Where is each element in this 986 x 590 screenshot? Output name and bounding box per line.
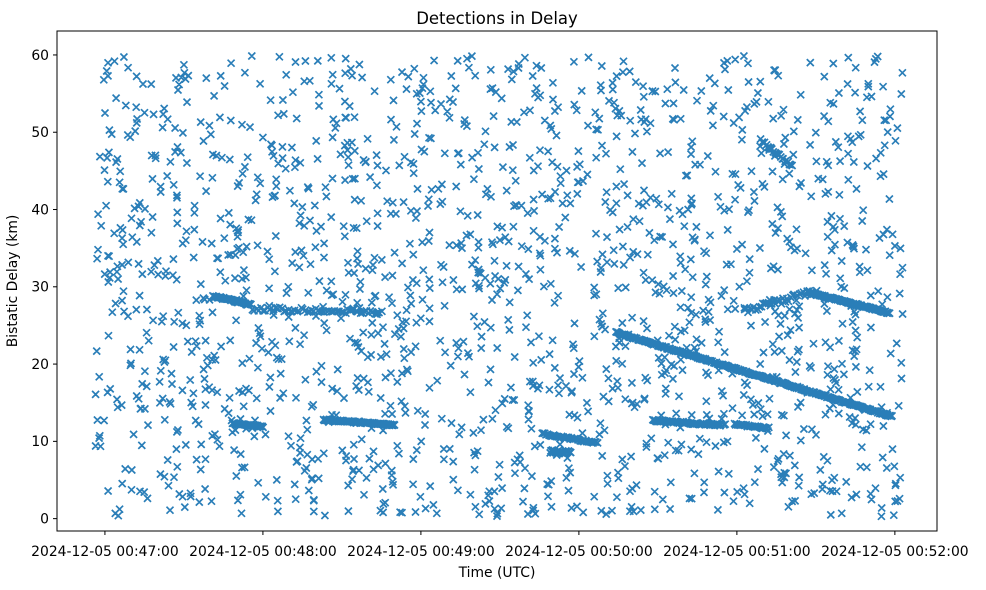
y-tick-label: 40 xyxy=(31,202,49,218)
scatter-markers xyxy=(91,51,907,521)
y-tick-label: 60 xyxy=(31,48,49,64)
y-axis-label: Bistatic Delay (km) xyxy=(5,215,21,348)
x-axis-label: Time (UTC) xyxy=(458,565,536,581)
x-tick-label: 2024-12-05 00:51:00 xyxy=(663,544,811,560)
y-tick-label: 50 xyxy=(31,125,49,141)
x-tick-label: 2024-12-05 00:50:00 xyxy=(505,544,653,560)
y-tick-label: 20 xyxy=(31,357,49,373)
y-tick-label: 30 xyxy=(31,280,49,296)
axes-frame xyxy=(56,30,938,532)
y-tick-label: 10 xyxy=(31,434,49,450)
y-tick-label: 0 xyxy=(40,511,49,527)
x-tick-label: 2024-12-05 00:47:00 xyxy=(31,544,179,560)
x-tick-label: 2024-12-05 00:52:00 xyxy=(821,544,969,560)
plot-dynamic-layer: 2024-12-05 00:47:00 2024-12-05 00:48:00 20… xyxy=(31,30,969,560)
chart-title: Detections in Delay xyxy=(416,9,578,28)
x-tick-label: 2024-12-05 00:49:00 xyxy=(347,544,495,560)
x-tick-label: 2024-12-05 00:48:00 xyxy=(189,544,337,560)
